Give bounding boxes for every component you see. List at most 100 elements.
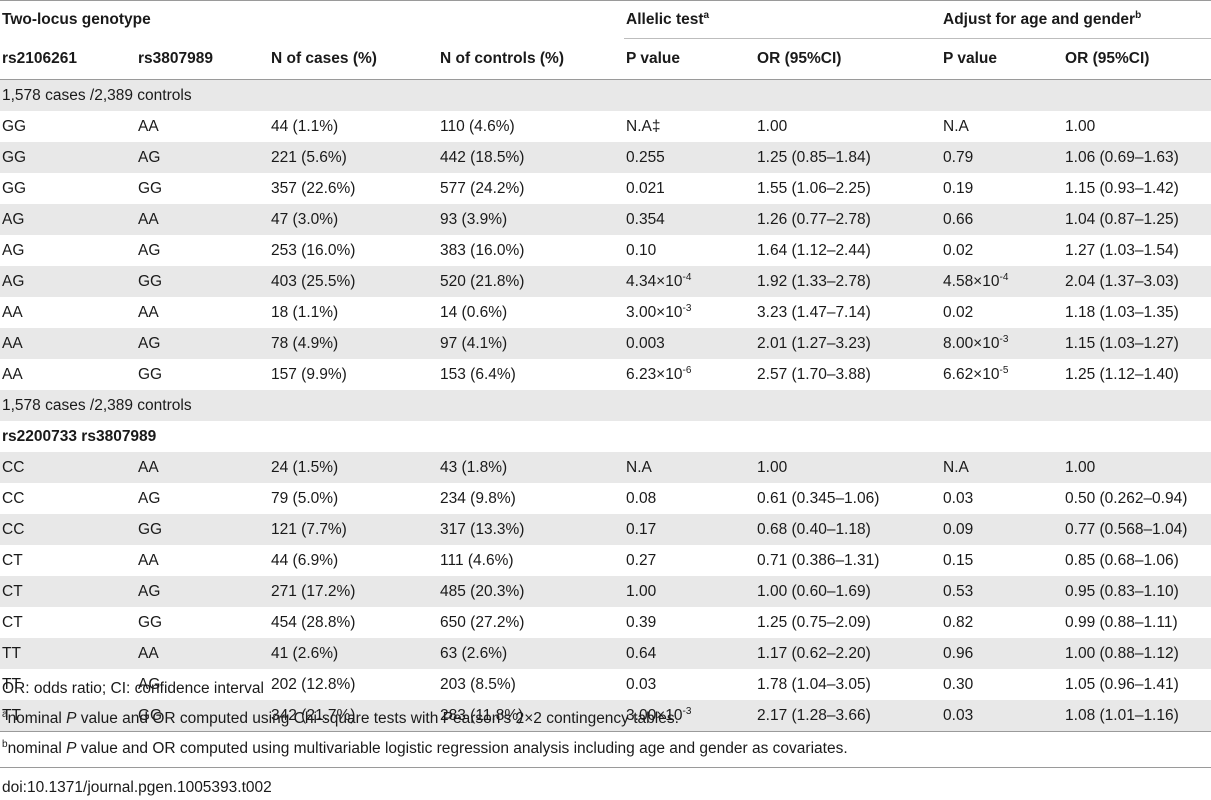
allelic-p-cell: 3.00×10-3: [626, 302, 692, 321]
section-label: 1,578 cases /2,389 controls: [0, 390, 1211, 421]
allelic-or-cell: 0.68 (0.40–1.18): [755, 514, 942, 545]
adjusted-p-cell: N.A: [941, 452, 1064, 483]
controls-cell: 577 (24.2%): [440, 179, 525, 197]
genotype-2-cell: AA: [136, 452, 269, 483]
genotype-2-cell: GG: [138, 613, 163, 631]
controls-cell: 97 (4.1%): [438, 328, 625, 359]
controls-cell: 234 (9.8%): [440, 489, 516, 507]
controls-cell: 520 (21.8%): [438, 266, 625, 297]
adjusted-p-cell: 8.00×10-3: [941, 328, 1064, 359]
genotype-2-cell: AG: [138, 241, 161, 259]
controls-cell: 110 (4.6%): [440, 117, 515, 135]
adjusted-p-cell: 6.62×10-5: [943, 364, 1009, 383]
column-header: rs3807989: [138, 49, 213, 67]
cases-cell: 271 (17.2%): [269, 576, 438, 607]
adjusted-or-cell: 1.18 (1.03–1.35): [1065, 303, 1179, 321]
header-group-row: Two-locus genotype Allelic testa Adjust …: [0, 0, 1211, 39]
genotype-2-cell: GG: [138, 365, 163, 383]
controls-cell: 317 (13.3%): [438, 514, 625, 545]
genotype-1-cell: AA: [0, 328, 136, 359]
column-header: N of controls (%): [440, 49, 564, 67]
controls-cell: 111 (4.6%): [440, 551, 514, 569]
adjusted-or-cell: 0.77 (0.568–1.04): [1063, 514, 1211, 545]
adjusted-or-cell: 1.04 (0.87–1.25): [1063, 204, 1211, 235]
genotype-1-cell: GG: [2, 179, 27, 197]
genotype-1-cell: AG: [2, 241, 25, 259]
controls-cell: 93 (3.9%): [438, 204, 625, 235]
cases-cell: 357 (22.6%): [271, 179, 356, 197]
table-row: TT AA 41 (2.6%) 63 (2.6%) 0.64 1.17 (0.62–2.2…: [0, 638, 1211, 669]
adjusted-p-cell: 0.03: [941, 700, 1064, 732]
allelic-or-cell: 1.00: [757, 117, 788, 135]
genotype-2-cell: AG: [136, 328, 269, 359]
genotype-1-cell: CC: [0, 514, 136, 545]
adjusted-p-cell: 0.19: [943, 179, 974, 197]
allelic-or-cell: 2.17 (1.28–3.66): [755, 700, 942, 732]
cases-cell: 44 (6.9%): [271, 551, 339, 569]
allelic-or-cell: 1.00: [755, 452, 942, 483]
adjusted-or-cell: 1.06 (0.69–1.63): [1063, 142, 1211, 173]
genotype-1-cell: AA: [2, 365, 23, 383]
allelic-or-cell: 1.25 (0.85–1.84): [755, 142, 942, 173]
column-header: P value: [943, 50, 998, 67]
cases-cell: 342 (21.7%): [269, 700, 438, 732]
table-row: AA AA 18 (1.1%) 14 (0.6%) 3.00×10-3 3.23 (1.4…: [0, 297, 1211, 328]
allelic-p-cell: N.A‡: [626, 117, 661, 135]
table-row: CC GG 121 (7.7%) 317 (13.3%) 0.17 0.68 (0.40–…: [0, 514, 1211, 545]
cases-cell: 202 (12.8%): [271, 675, 356, 693]
controls-cell: 650 (27.2%): [440, 613, 525, 631]
adjusted-p-cell: 0.79: [941, 142, 1064, 173]
adjusted-p-cell: 0.09: [941, 514, 1064, 545]
adjusted-or-cell: 1.00: [1065, 117, 1096, 135]
genotype-2-cell: AA: [136, 638, 269, 669]
allelic-or-cell: 1.55 (1.06–2.25): [757, 179, 871, 197]
allelic-p-cell: 6.23×10-6: [626, 364, 692, 383]
column-header: P value: [626, 50, 681, 67]
allelic-p-cell: 0.27: [626, 551, 657, 569]
genotype-1-cell: AG: [0, 266, 136, 297]
adjusted-p-cell: 0.03: [943, 489, 974, 507]
allelic-p-cell: 0.03: [626, 675, 657, 693]
cases-cell: 24 (1.5%): [269, 452, 438, 483]
cases-cell: 44 (1.1%): [271, 117, 339, 135]
section-subheader: rs2200733 rs3807989: [2, 427, 157, 445]
cases-cell: 253 (16.0%): [271, 241, 356, 259]
allelic-p-cell: 0.08: [626, 489, 657, 507]
genotype-1-cell: TT: [0, 638, 136, 669]
cases-cell: 79 (5.0%): [271, 489, 339, 507]
doi-label: doi:10.1371/journal.pgen.1005393.t002: [2, 779, 272, 796]
subheader-row: rs2200733 rs3807989: [0, 421, 1211, 452]
allelic-or-cell: 1.78 (1.04–3.05): [757, 675, 871, 693]
allelic-or-cell: 0.61 (0.345–1.06): [757, 489, 880, 507]
genotype-table: Two-locus genotype Allelic testa Adjust …: [0, 0, 1211, 732]
genotype-2-cell: AA: [136, 204, 269, 235]
allelic-p-cell: 0.64: [624, 638, 756, 669]
cases-cell: 157 (9.9%): [271, 365, 347, 383]
adjusted-or-cell: 1.08 (1.01–1.16): [1063, 700, 1211, 732]
genotype-1-cell: TT: [0, 700, 136, 732]
table-row: CC AG 79 (5.0%) 234 (9.8%) 0.08 0.61 (0.345–1…: [0, 483, 1211, 514]
genotype-1-cell: CT: [0, 576, 136, 607]
allelic-or-cell: 1.17 (0.62–2.20): [755, 638, 942, 669]
adjusted-p-cell: 0.53: [941, 576, 1064, 607]
section-label-row: 1,578 cases /2,389 controls: [0, 79, 1211, 111]
controls-cell: 203 (8.5%): [440, 675, 516, 693]
table-row: GG AG 221 (5.6%) 442 (18.5%) 0.255 1.25 (0.85…: [0, 142, 1211, 173]
adjusted-p-cell: 0.96: [941, 638, 1064, 669]
adjusted-or-cell: 1.27 (1.03–1.54): [1065, 241, 1179, 259]
allelic-p-cell: 0.39: [626, 613, 657, 631]
genotype-1-cell: AA: [2, 303, 23, 321]
adjusted-p-cell: 0.15: [943, 551, 974, 569]
genotype-2-cell: GG: [136, 700, 269, 732]
allelic-p-cell: N.A: [624, 452, 756, 483]
allelic-or-cell: 2.57 (1.70–3.88): [757, 365, 871, 383]
allelic-or-cell: 1.64 (1.12–2.44): [757, 241, 871, 259]
header-group-adjusted: Adjust for age and genderb: [941, 0, 1211, 39]
adjusted-p-cell: 4.58×10-4: [941, 266, 1064, 297]
adjusted-p-cell: 0.66: [941, 204, 1064, 235]
cases-cell: 78 (4.9%): [269, 328, 438, 359]
cases-cell: 221 (5.6%): [269, 142, 438, 173]
adjusted-or-cell: 0.50 (0.262–0.94): [1065, 489, 1188, 507]
allelic-p-cell: 1.00: [624, 576, 756, 607]
allelic-or-cell: 1.92 (1.33–2.78): [755, 266, 942, 297]
